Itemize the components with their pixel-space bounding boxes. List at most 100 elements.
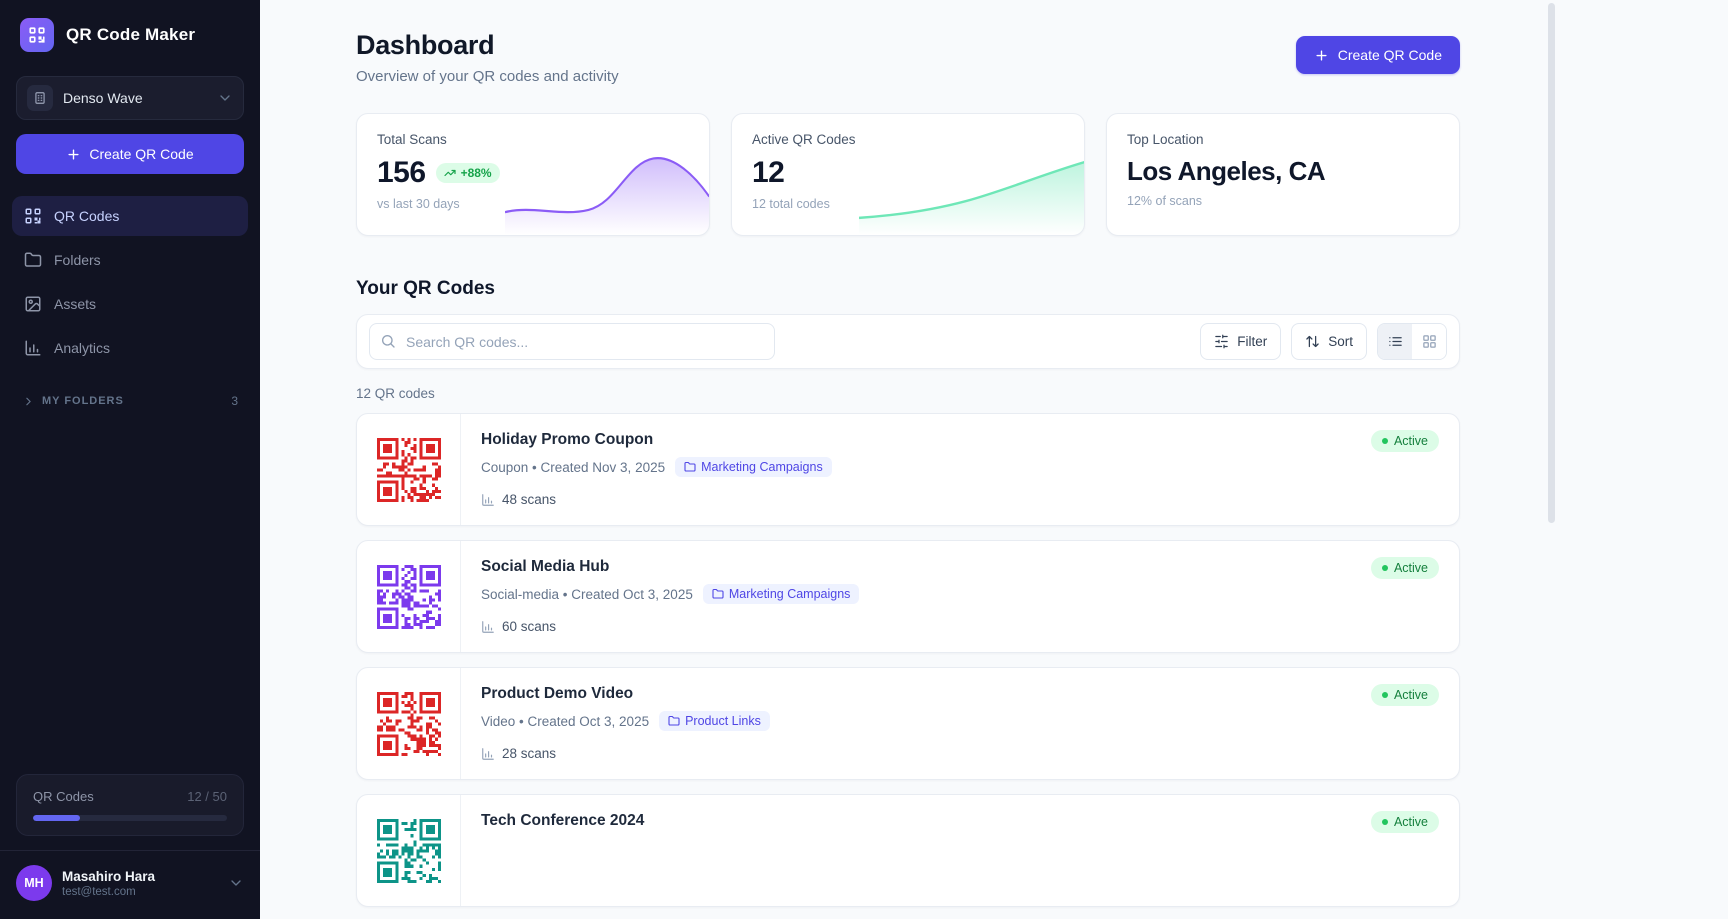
folder-icon [712,588,724,599]
status-badge: Active [1370,430,1439,452]
search-icon [380,333,396,354]
list-item[interactable]: Social Media Hub Social-media • Created … [356,540,1460,653]
sort-label: Sort [1328,334,1353,349]
folder-tag[interactable]: Marketing Campaigns [702,584,860,604]
stat-value: 12 [752,156,785,189]
filter-label: Filter [1237,334,1268,349]
search-input[interactable] [369,323,775,360]
folder-icon [668,715,680,726]
app-name: QR Code Maker [66,25,196,44]
list-item[interactable]: Tech Conference 2024 Active [356,794,1460,907]
qr-thumbnail [376,691,441,756]
list-toolbar: Filter Sort [356,314,1460,369]
sidebar-item-assets[interactable]: Assets [12,284,248,324]
list-icon [1388,337,1402,346]
my-folders-toggle[interactable]: MY FOLDERS 3 [16,394,244,408]
folder-icon [684,461,696,472]
page-title: Dashboard [356,30,495,60]
stat-label: Active QR Codes [752,132,856,147]
qr-grid-icon [24,207,42,225]
list-view-button[interactable] [1378,324,1412,359]
workspace-selector[interactable]: Denso Wave [16,76,244,120]
sidebar-item-label: QR Codes [54,208,120,224]
stat-label: Total Scans [377,132,447,147]
filter-button[interactable]: Filter [1200,323,1282,360]
sliders-icon [1215,334,1228,349]
scrollbar-thumb[interactable] [1548,3,1555,523]
usage-progress-track [33,815,227,821]
status-dot [1381,692,1388,698]
list-item[interactable]: Product Demo Video Video • Created Oct 3… [356,667,1460,780]
qr-thumbnail-wrap [357,795,461,906]
grid-view-button[interactable] [1412,324,1446,359]
sidebar-item-analytics[interactable]: Analytics [12,328,248,368]
section-title: Your QR Codes [356,278,495,299]
folder-tag[interactable]: Marketing Campaigns [675,457,832,477]
qr-item-title[interactable]: Tech Conference 2024 [481,812,645,829]
folder-icon [24,251,42,269]
stat-value: 156 [377,156,426,189]
qr-item-title[interactable]: Product Demo Video [481,685,634,702]
sidebar-item-qr-codes[interactable]: QR Codes [12,196,248,236]
usage-value: 12 / 50 [187,789,227,804]
status-badge: Active [1370,684,1439,706]
list-item[interactable]: Holiday Promo Coupon Coupon • Created No… [356,413,1460,526]
avatar: MH [16,865,52,901]
trending-up-icon [443,169,456,177]
sidebar-item-label: Assets [54,296,97,312]
sidebar-item-folders[interactable]: Folders [12,240,248,280]
qr-thumbnail-wrap [357,414,461,525]
create-qr-code-label: Create QR Code [1337,47,1442,63]
sidebar: QR Code Maker Denso Wave Create QR Code … [0,0,260,919]
main-content: Dashboard Overview of your QR codes and … [260,0,1728,919]
my-folders-count: 3 [231,394,238,408]
bar-chart-icon [482,620,494,633]
status-badge: Active [1370,557,1439,579]
my-folders-label: MY FOLDERS [42,395,124,407]
stat-sub: 12 total codes [752,197,830,211]
scrollbar-track [1548,0,1556,919]
stat-sub: 12% of scans [1127,194,1203,208]
building-icon [27,85,53,111]
stat-card-top-location: Top Location Los Angeles, CA 12% of scan… [1106,113,1460,236]
sparkline-green [858,161,1084,235]
workspace-name: Denso Wave [63,90,143,106]
create-qr-code-button[interactable]: Create QR Code [1295,36,1460,74]
plus-icon [1316,49,1327,61]
qr-count: 12 QR codes [356,386,435,401]
chevron-down-icon [217,90,233,106]
qr-item-title[interactable]: Holiday Promo Coupon [481,431,654,448]
image-icon [24,295,42,313]
chevron-right-icon [22,395,35,408]
scan-count: 28 scans [481,746,1331,761]
scan-count: 48 scans [481,492,1331,507]
qr-thumbnail [376,564,441,629]
folder-tag[interactable]: Product Links [659,711,770,731]
user-email: test@test.com [62,885,136,898]
qr-item-meta: Social-media • Created Oct 3, 2025 [481,586,693,602]
sidebar-item-label: Folders [54,252,101,268]
stat-sub: vs last 30 days [377,197,460,211]
usage-label: QR Codes [33,789,94,804]
trend-badge: +88% [435,163,500,183]
status-dot [1381,565,1388,571]
bar-chart-icon [24,339,42,357]
app-logo: QR Code Maker [0,0,260,62]
bar-chart-icon [482,747,494,760]
bar-chart-icon [482,493,494,506]
create-qr-code-button[interactable]: Create QR Code [16,134,244,174]
user-menu[interactable]: MH Masahiro Hara test@test.com [0,850,260,919]
page-subtitle: Overview of your QR codes and activity [356,68,619,85]
sort-button[interactable]: Sort [1291,323,1367,360]
status-badge: Active [1370,811,1439,833]
stat-label: Top Location [1127,132,1204,147]
scan-count: 60 scans [481,619,1331,634]
qr-item-title[interactable]: Social Media Hub [481,558,610,575]
qr-thumbnail [376,437,441,502]
stat-card-total-scans: Total Scans 156 +88% vs last 30 days [356,113,710,236]
status-dot [1381,819,1388,825]
qr-thumbnail [376,818,441,883]
create-qr-code-label: Create QR Code [89,146,194,162]
chevron-down-icon [228,875,244,891]
plus-icon [68,148,79,160]
